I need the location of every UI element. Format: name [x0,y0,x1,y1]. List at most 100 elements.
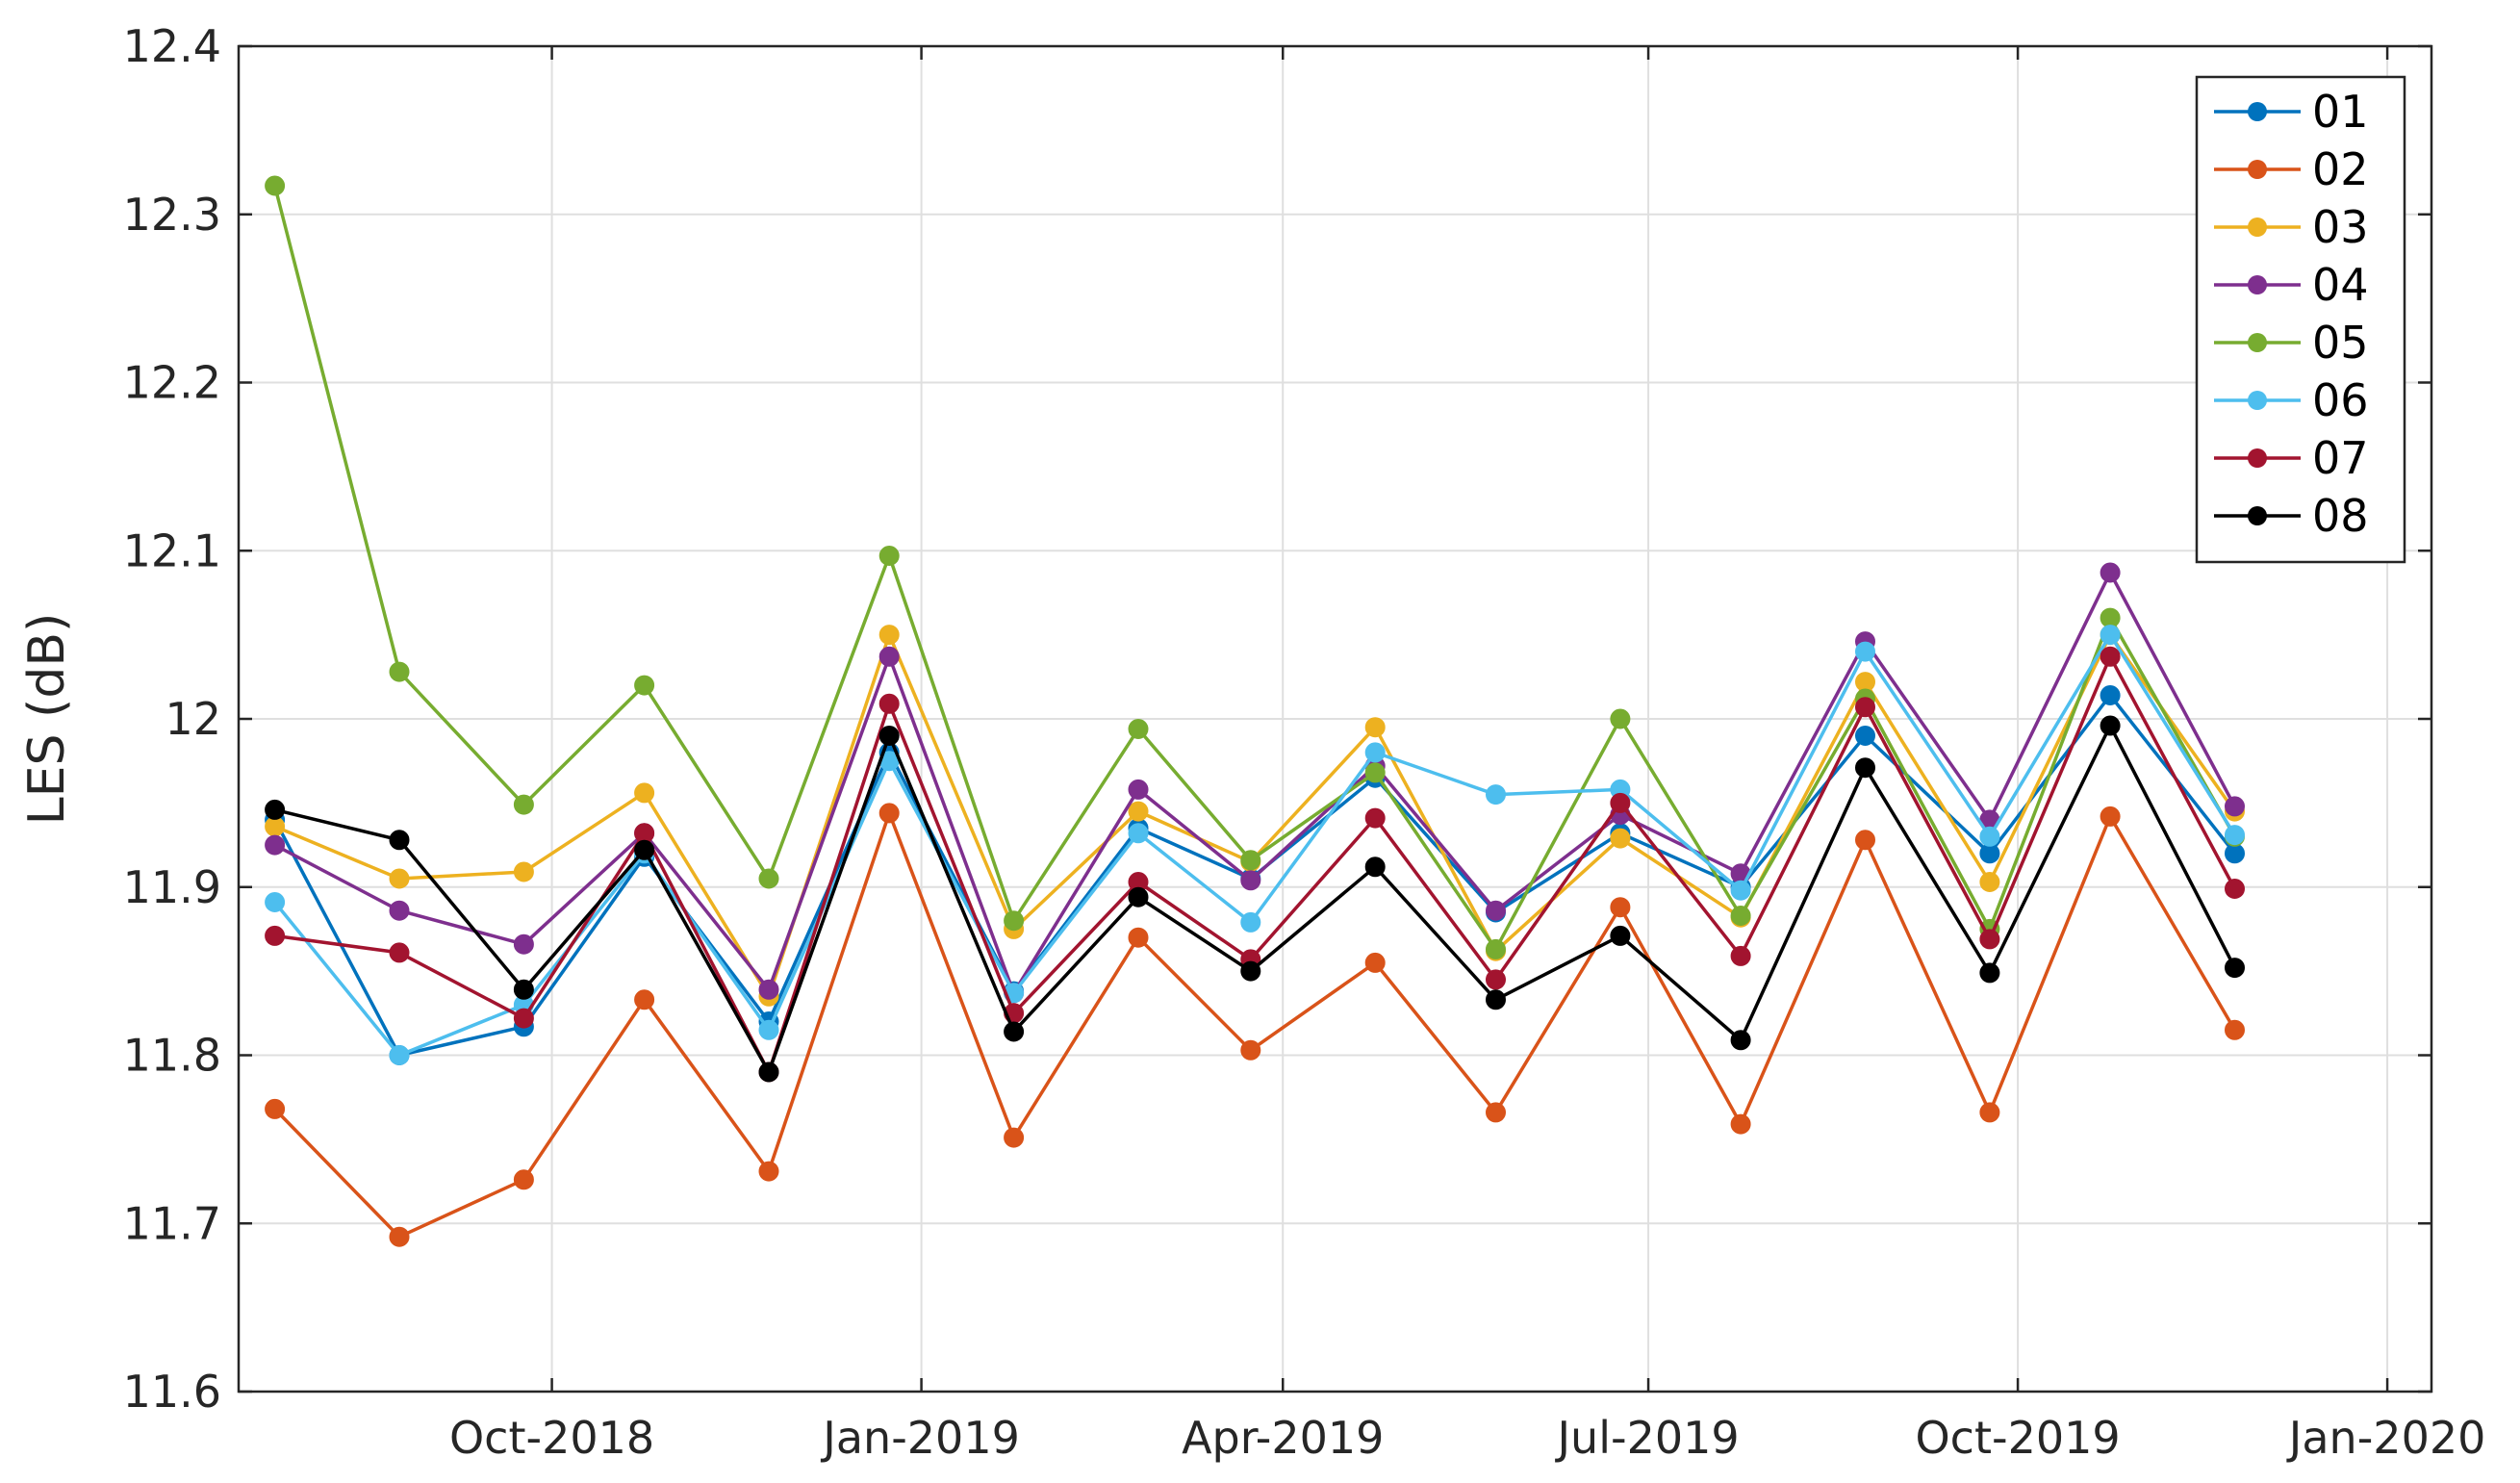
data-point-07 [1610,792,1631,813]
y-tick-label: 12.3 [123,189,221,241]
legend-entry-03: 03 [2214,201,2369,253]
legend-label: 06 [2312,374,2369,426]
y-tick-label: 12 [165,693,221,745]
data-point-07 [1486,969,1506,990]
legend-marker [2248,448,2267,468]
grid [239,46,2431,1392]
data-point-07 [389,942,410,963]
data-point-06 [1855,641,1875,662]
data-point-08 [2225,958,2245,979]
data-point-02 [878,803,900,824]
data-point-02 [1240,1039,1261,1061]
data-point-02 [758,1161,779,1182]
data-point-07 [1979,929,2000,950]
data-point-04 [2100,562,2121,583]
data-point-08 [513,979,534,1000]
data-point-05 [634,675,655,696]
data-point-02 [2100,805,2121,827]
data-point-06 [2100,625,2121,646]
x-tick-label: Oct-2019 [1915,1412,2120,1464]
data-point-05 [758,868,779,889]
data-point-04 [1240,870,1261,891]
data-point-04 [2225,796,2245,817]
legend-entry-07: 07 [2214,432,2369,484]
legend-marker [2248,217,2267,237]
legend-marker [2248,333,2267,352]
data-point-04 [1128,779,1149,800]
legend-marker [2248,506,2267,525]
legend-box [2195,75,2406,564]
data-point-08 [2100,715,2121,736]
data-point-08 [265,799,286,820]
legend-label: 07 [2312,432,2369,484]
y-axis-label: LES (dB) [18,613,76,826]
data-point-02 [634,989,655,1010]
data-point-04 [758,979,779,1000]
y-tick-label: 11.8 [123,1030,221,1082]
data-point-05 [1128,719,1149,739]
series-05 [265,175,2245,959]
legend-marker [2248,391,2267,410]
y-tick-label: 11.7 [123,1197,221,1249]
data-point-03 [1364,717,1386,738]
legend-entry-02: 02 [2214,143,2369,195]
x-tick-label: Oct-2018 [449,1412,654,1464]
data-point-04 [878,646,900,667]
data-point-06 [1486,784,1506,805]
data-point-05 [1004,910,1025,932]
y-tick-label: 12.1 [123,524,221,576]
data-point-08 [878,726,900,746]
data-point-02 [1855,830,1875,851]
data-point-04 [389,900,410,921]
legend-entry-06: 06 [2214,374,2369,426]
data-point-02 [1128,927,1149,948]
data-point-05 [1610,708,1631,729]
series-lines [265,175,2245,1247]
data-point-05 [1486,938,1506,959]
y-tick-label: 11.9 [123,861,221,913]
series-08 [265,715,2245,1083]
data-point-03 [389,868,410,889]
series-06 [265,625,2245,1065]
data-point-08 [1128,886,1149,908]
data-point-06 [1364,742,1386,763]
legend-label: 04 [2312,259,2369,311]
data-point-06 [1979,826,2000,847]
data-point-05 [1240,850,1261,871]
data-point-03 [1979,872,2000,892]
legend-marker [2248,275,2267,294]
legend-label: 08 [2312,490,2369,542]
data-point-08 [634,839,655,860]
legend-entry-04: 04 [2214,259,2369,311]
data-point-07 [2100,646,2121,667]
data-point-07 [1730,945,1751,966]
data-point-05 [1730,906,1751,926]
data-point-02 [1730,1113,1751,1135]
data-point-02 [1004,1127,1025,1148]
data-point-08 [1979,962,2000,984]
data-point-08 [1730,1030,1751,1051]
series-02 [265,803,2245,1247]
data-point-03 [1128,801,1149,822]
legend-marker [2248,160,2267,179]
x-tick-label: Jul-2019 [1554,1412,1739,1464]
data-point-02 [513,1169,534,1190]
x-tick-label: Jan-2019 [820,1412,1020,1464]
data-point-08 [1004,1021,1025,1042]
legend-entry-05: 05 [2214,317,2369,369]
axes-box [237,44,2433,1394]
data-point-05 [1364,762,1386,783]
data-point-06 [758,1019,779,1040]
legend-entry-01: 01 [2214,86,2369,138]
data-point-04 [1486,900,1506,921]
data-point-03 [513,861,534,882]
data-point-04 [513,933,534,955]
y-tick-label: 12.4 [123,20,221,72]
data-point-06 [265,892,286,912]
data-point-02 [1979,1102,2000,1123]
data-point-06 [389,1045,410,1065]
legend-label: 01 [2312,86,2369,138]
data-point-08 [758,1061,779,1083]
data-point-08 [1855,757,1875,779]
